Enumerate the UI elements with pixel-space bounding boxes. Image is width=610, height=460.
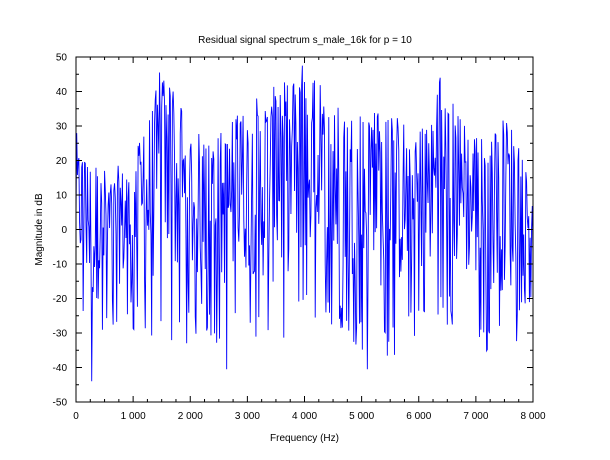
x-tick-label: 3 000 (235, 411, 260, 422)
y-axis-label: Magnitude in dB (34, 193, 45, 266)
x-tick-label: 5 000 (349, 411, 374, 422)
y-tick-label: -10 (53, 260, 68, 271)
x-tick-label: 1 000 (121, 411, 146, 422)
x-axis-label: Frequency (Hz) (270, 433, 339, 444)
y-tick-label: 10 (56, 191, 68, 202)
x-axis: 0 1 000 2 000 3 000 4 000 5 000 6 000 7 000 8 00… (73, 57, 546, 422)
chart-title: Residual signal spectrum s_male_16k for … (198, 35, 412, 46)
y-tick-label: -50 (53, 398, 68, 409)
y-axis: -50 -40 -30 -20 -10 0 10 20 30 40 50 (53, 53, 533, 409)
series-layer (76, 65, 533, 382)
y-tick-label: 20 (56, 156, 68, 167)
x-tick-label: 7 000 (463, 411, 488, 422)
x-tick-label: 8 000 (520, 411, 545, 422)
y-tick-label: -40 (53, 363, 68, 374)
y-tick-label: 0 (61, 225, 67, 236)
x-tick-label: 4 000 (292, 411, 317, 422)
y-tick-label: 40 (56, 87, 68, 98)
x-tick-label: 2 000 (178, 411, 203, 422)
x-tick-label: 0 (73, 411, 79, 422)
y-tick-label: -20 (53, 294, 68, 305)
series-line (76, 65, 533, 382)
x-tick-label: 6 000 (406, 411, 431, 422)
y-tick-label: 30 (56, 122, 68, 133)
y-tick-label: -30 (53, 329, 68, 340)
y-tick-label: 50 (56, 53, 68, 64)
